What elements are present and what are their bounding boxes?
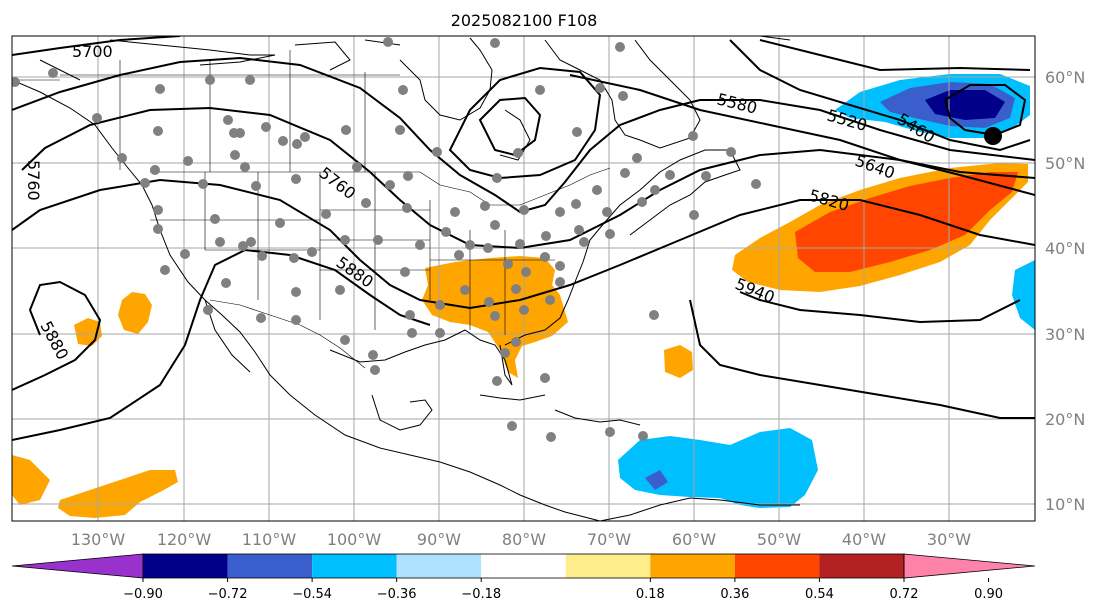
map-title: 2025082100 F108 [451,11,598,30]
colorbar-extend-low [11,553,144,579]
lon-label: 90°W [417,530,461,549]
colorbar-segment [650,554,735,578]
lon-label: 60°W [672,530,716,549]
colorbar-tick-label: −0.18 [461,587,501,602]
colorbar-tick-label: 0.36 [720,587,749,602]
station-dots [12,37,761,442]
colorbar-segment [565,554,651,578]
lat-label: 30°N [1045,325,1085,344]
lon-label: 110°W [242,530,297,549]
lon-label: 100°W [327,530,382,549]
colorbar-segment [312,554,397,578]
colorbar-segment [481,554,566,578]
negative-anomaly-north-atlantic [835,74,1030,138]
colorbar-segment [819,554,904,578]
colorbar-frame [142,553,905,579]
lat-label: 40°N [1045,239,1085,258]
colorbar: −0.90 −0.72 −0.54 −0.36 −0.18 0.18 0.36 0.54 0.7… [11,553,1036,602]
positive-anomaly-atlantic [732,163,1028,292]
positive-anomaly-pacific [12,292,693,518]
colorbar-tick-label: −0.90 [123,587,163,602]
colorbar-segment [227,554,313,578]
contour-label: 5700 [72,42,113,61]
longitude-labels: 130°W 120°W 110°W 100°W 90°W 80°W 70°W 6… [71,530,971,549]
latitude-labels: 60°N 50°N 40°N 30°N 20°N 10°N [1045,68,1085,514]
lon-label: 80°W [502,530,546,549]
colorbar-tick-label: −0.72 [208,587,248,602]
colorbar-tick-label: −0.36 [377,587,417,602]
lon-label: 130°W [71,530,126,549]
low-center-marker [984,127,1002,145]
graticule [12,36,1035,521]
negative-anomaly-caribbean [618,260,1035,508]
colorbar-tick-label: −0.54 [292,587,332,602]
colorbar-tick-label: 0.18 [636,587,665,602]
colorbar-tick-label: 0.90 [974,587,1003,602]
lon-label: 70°W [587,530,631,549]
colorbar-segment [143,554,228,578]
lat-label: 60°N [1045,68,1085,87]
colorbar-tick-label: 0.54 [805,587,834,602]
lat-label: 50°N [1045,154,1085,173]
colorbar-extend-high [903,553,1036,579]
lon-label: 50°W [757,530,801,549]
lat-label: 20°N [1045,410,1085,429]
lon-label: 120°W [157,530,212,549]
height-contours [12,36,1035,441]
lon-label: 30°W [927,530,971,549]
colorbar-segment [734,554,820,578]
contour-label: 5760 [24,160,43,201]
lat-label: 10°N [1045,495,1085,514]
colorbar-segment [396,554,482,578]
lon-label: 40°W [842,530,886,549]
map-frame [11,35,1036,522]
colorbar-tick-label: 0.72 [890,587,919,602]
